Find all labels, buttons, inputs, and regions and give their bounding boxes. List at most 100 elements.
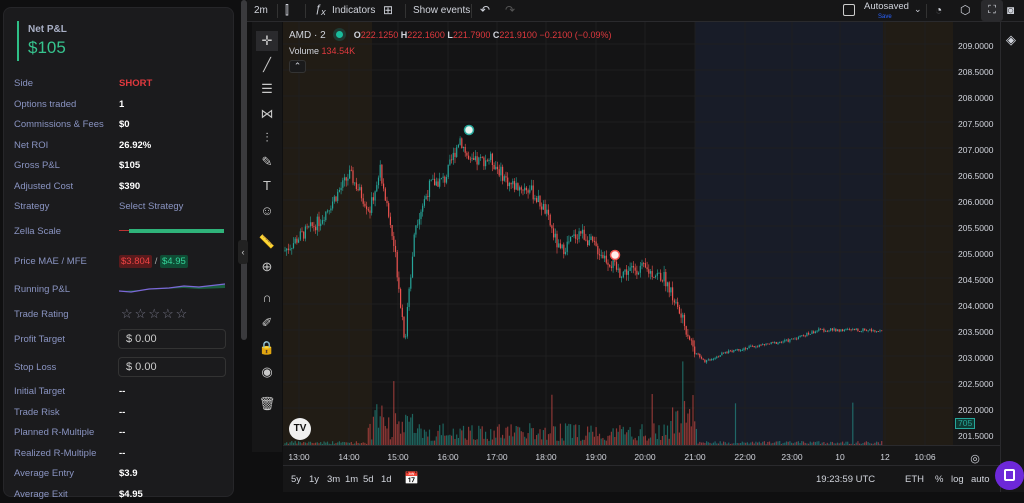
select-strategy-button[interactable]: Select Strategy (119, 201, 184, 212)
volume-bar (775, 441, 777, 445)
candle-body (410, 277, 412, 289)
star-icon[interactable]: ☆ (161, 306, 176, 321)
ruler-icon[interactable]: 📏 (258, 234, 276, 249)
magnet-icon[interactable]: ∩ (262, 290, 272, 305)
volume-bar (772, 442, 774, 445)
price-chart[interactable]: AMD · 2 O222.1250 H222.1600 L221.7900 C2… (283, 22, 953, 445)
candle-body (636, 270, 638, 275)
function-icon[interactable]: ƒx (315, 3, 326, 18)
range-button[interactable]: 5y (291, 474, 302, 485)
candle-body (692, 340, 694, 347)
volume-bar (357, 442, 359, 445)
text-icon[interactable]: T (263, 178, 271, 193)
goto-date-icon[interactable]: 📅 (404, 471, 419, 485)
range-button[interactable]: 5d (363, 474, 374, 485)
candle-body (369, 210, 371, 213)
checkbox-icon[interactable] (843, 4, 855, 16)
candle-body (313, 226, 315, 227)
volume-bar (420, 428, 422, 445)
collapse-legend-button[interactable]: ⌃ (289, 60, 306, 73)
candle-body (354, 182, 356, 184)
premarket-shade-2 (883, 22, 953, 445)
star-icon[interactable]: ☆ (148, 306, 162, 321)
volume-bar (588, 432, 590, 445)
crosshair-icon[interactable]: ✛ (256, 31, 278, 51)
detail-label: Average Exit (14, 488, 68, 500)
price-axis[interactable]: 209.0000 208.5000 208.0000 207.5000 207.0000… (953, 22, 1000, 445)
emoji-icon[interactable]: ☺ (260, 203, 274, 218)
layers-icon[interactable]: ◈ (1006, 32, 1016, 47)
trend-line-icon[interactable]: ╱ (263, 57, 271, 72)
collapse-panel-button[interactable]: ‹ (238, 240, 248, 264)
eye-icon[interactable]: ◉ (261, 364, 273, 379)
fib-icon[interactable]: ☰ (261, 81, 273, 96)
lock-icon[interactable]: 🔒 (258, 340, 276, 355)
redo-icon[interactable]: ↷ (505, 3, 516, 17)
volume-bar (699, 441, 701, 445)
star-icon[interactable]: ☆ (175, 306, 190, 321)
candle-body (872, 330, 874, 332)
fullscreen-icon[interactable]: ⛶ (981, 0, 1003, 21)
profit-target-input[interactable]: $ 0.00 (118, 329, 226, 349)
volume-bar (507, 426, 509, 445)
undo-icon[interactable]: ↶ (480, 3, 491, 17)
volume-bar (527, 433, 529, 445)
candle-body (335, 196, 337, 201)
candle-body (772, 342, 774, 344)
volume-bar (734, 403, 737, 445)
pattern-icon[interactable]: ⋈ (260, 106, 274, 121)
candle-body (500, 166, 502, 176)
settings-icon[interactable]: ⬡ (960, 3, 971, 17)
volume-bar (367, 427, 369, 445)
candle-body (612, 260, 614, 268)
volume-bar (729, 443, 731, 445)
chevron-down-icon[interactable]: ⌄ (914, 4, 922, 14)
brush-icon[interactable]: ✎ (261, 154, 273, 169)
indicators-button[interactable]: Indicators (332, 5, 376, 16)
candle-body (428, 180, 431, 198)
zoom-in-icon[interactable]: ⊕ (261, 259, 273, 274)
range-button[interactable]: 1d (381, 474, 392, 485)
stop-loss-input[interactable]: $ 0.00 (118, 357, 226, 377)
panel-scrollbar[interactable] (241, 0, 247, 340)
volume-bar (384, 425, 386, 445)
alert-icon[interactable]: ◔ (935, 3, 943, 17)
volume-bar (825, 443, 827, 445)
candle-body (559, 243, 561, 249)
candle-body (724, 351, 726, 354)
candle-body (753, 345, 755, 348)
chat-support-button[interactable] (995, 461, 1024, 490)
star-icon[interactable]: ☆ (121, 306, 135, 321)
price-tick: 203.5000 (958, 327, 994, 337)
tradingview-logo[interactable]: TV (289, 418, 311, 440)
session-button[interactable]: ETH (905, 474, 924, 485)
lock-draw-icon[interactable]: ✐ (261, 315, 273, 330)
auto-button[interactable]: auto (971, 474, 990, 485)
candle-body (301, 231, 303, 233)
volume-bar (694, 421, 696, 445)
volume-bar (473, 439, 475, 445)
volume-bar (485, 431, 487, 445)
symbol[interactable]: AMD · 2 (289, 30, 326, 41)
candle-type-icon[interactable]: ⫿ (285, 3, 289, 17)
save-link[interactable]: Save (878, 14, 892, 20)
candle-body (653, 277, 655, 278)
detail-value: -- (119, 427, 126, 438)
candle-body (685, 326, 687, 335)
camera-icon[interactable]: ◙ (1007, 3, 1015, 17)
layout-grid-icon[interactable]: ⊞ (383, 3, 394, 17)
candle-body (670, 287, 672, 293)
interval-button[interactable]: 2m (254, 5, 268, 16)
exit-event-marker (609, 249, 621, 261)
percent-button[interactable]: % (935, 474, 944, 485)
time-axis[interactable]: ◎ 13:00 14:00 15:00 16:00 17:00 18:00 19:00 20:0… (283, 445, 1000, 465)
range-button[interactable]: 1y (309, 474, 320, 485)
range-button[interactable]: 3m (327, 474, 341, 485)
axis-settings-icon[interactable]: ◎ (970, 453, 980, 465)
star-icon[interactable]: ☆ (134, 306, 149, 321)
trash-icon[interactable]: 🗑 (258, 396, 276, 411)
range-button[interactable]: 1m (345, 474, 359, 485)
measure-lines-icon[interactable]: ⫶ (265, 130, 269, 145)
show-events-button[interactable]: Show events (413, 5, 471, 16)
log-button[interactable]: log (951, 474, 964, 485)
